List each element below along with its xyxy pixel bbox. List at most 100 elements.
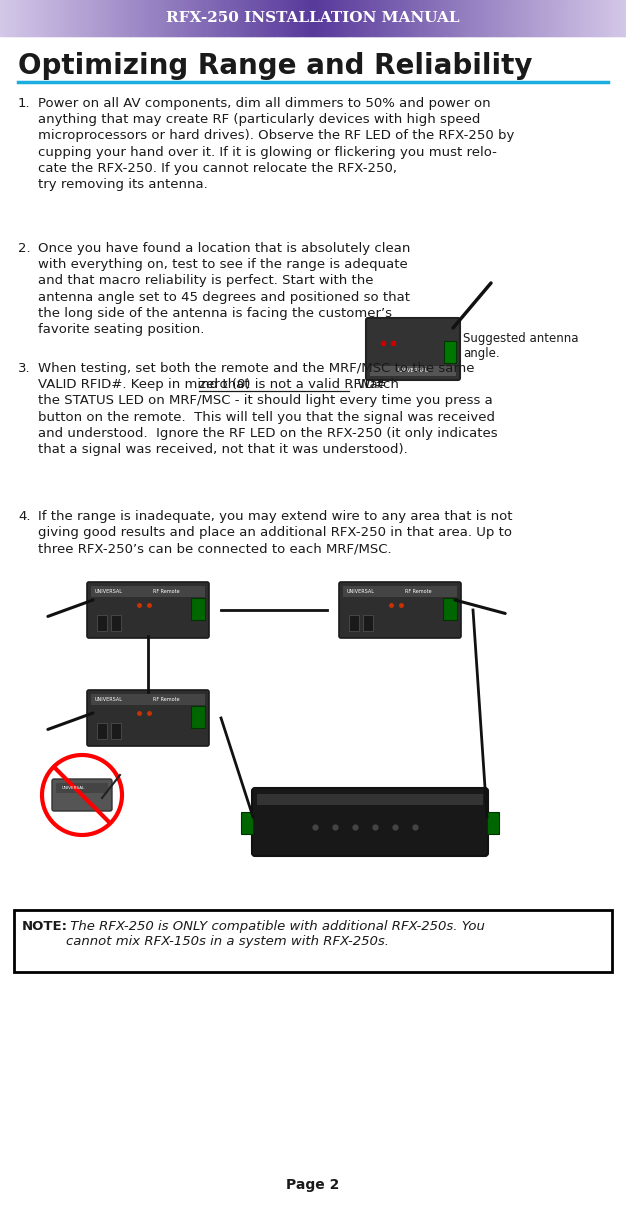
Bar [601,0,604,36]
Bar [518,0,521,36]
Bar [219,0,222,36]
Bar [267,0,270,36]
Bar [21,0,24,36]
Bar [75,0,78,36]
Bar [14,0,18,36]
Bar [305,0,308,36]
Bar [565,0,568,36]
Bar [468,0,471,36]
Bar [27,0,30,36]
Bar [384,0,387,36]
Bar [349,0,352,36]
Bar [88,0,91,36]
Text: button on the remote.  This will tell you that the signal was received: button on the remote. This will tell you… [38,410,495,424]
Bar [198,0,202,36]
Bar [505,0,508,36]
Bar [86,0,89,36]
Bar [221,0,224,36]
Bar [613,0,617,36]
Bar [370,365,456,376]
Bar [42,0,45,36]
Bar [338,0,341,36]
Bar [77,0,80,36]
Bar [562,0,565,36]
Bar [367,0,371,36]
Bar [71,0,74,36]
Bar [98,0,101,36]
Bar [117,0,120,36]
Bar [555,0,558,36]
Bar [574,0,577,36]
Bar [232,0,235,36]
FancyBboxPatch shape [87,690,209,747]
Bar [511,0,515,36]
Bar [119,0,122,36]
Bar [165,0,168,36]
Bar [346,0,349,36]
Bar [158,0,162,36]
Bar [50,0,53,36]
Bar [188,0,191,36]
Text: RF Remote: RF Remote [405,589,431,594]
Bar [130,0,133,36]
Bar [292,0,295,36]
Bar [191,598,205,620]
Bar [618,0,621,36]
Bar [576,0,579,36]
Bar [321,0,324,36]
Bar [495,0,498,36]
Bar [390,0,393,36]
Bar [578,0,581,36]
Bar [115,0,118,36]
Bar [419,0,423,36]
Text: antenna angle set to 45 degrees and positioned so that: antenna angle set to 45 degrees and posi… [38,290,410,304]
Bar [8,0,11,36]
Bar [538,0,541,36]
Bar [207,0,210,36]
Bar [465,0,468,36]
Bar [386,0,389,36]
Bar [36,0,39,36]
Bar [327,0,331,36]
Bar [515,0,518,36]
Text: If the range is inadequate, you may extend wire to any area that is not: If the range is inadequate, you may exte… [38,509,513,523]
Bar [148,0,151,36]
Bar [275,0,279,36]
Bar [496,0,500,36]
Bar [455,0,458,36]
Bar [553,0,556,36]
Bar [205,0,208,36]
Bar [520,0,523,36]
Bar [603,0,606,36]
Bar [380,0,383,36]
Bar [413,0,416,36]
Bar [17,0,20,36]
Bar [111,615,121,630]
Bar [131,0,135,36]
Bar [507,0,510,36]
FancyBboxPatch shape [366,318,460,380]
Bar [501,0,504,36]
Bar [568,0,571,36]
Text: Suggested antenna
angle.: Suggested antenna angle. [463,332,578,361]
Bar [543,0,546,36]
Bar [38,0,41,36]
Bar [580,0,583,36]
Bar [461,0,464,36]
Bar [363,0,366,36]
Bar [428,0,431,36]
Bar [570,0,573,36]
Bar [444,341,456,363]
Text: RF Remote: RF Remote [153,589,180,594]
Bar [503,0,506,36]
Bar [280,0,283,36]
Bar [415,0,418,36]
Text: Page 2: Page 2 [286,1179,340,1192]
FancyBboxPatch shape [52,779,112,811]
Bar [0,0,3,36]
FancyBboxPatch shape [339,582,461,638]
Bar [524,0,527,36]
Bar [622,0,625,36]
Bar [352,0,356,36]
Text: Optimizing Range and Reliability: Optimizing Range and Reliability [18,52,533,80]
